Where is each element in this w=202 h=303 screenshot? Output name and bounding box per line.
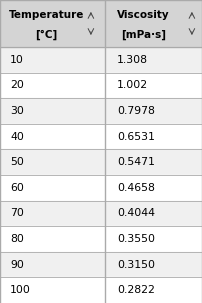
Text: Temperature: Temperature [9, 10, 84, 20]
Text: 20: 20 [10, 80, 24, 90]
Bar [0, 201, 202, 226]
Bar [0, 0, 202, 47]
Text: 0.6531: 0.6531 [117, 132, 155, 142]
Text: 40: 40 [10, 132, 24, 142]
Text: 0.3550: 0.3550 [117, 234, 155, 244]
Text: 1.002: 1.002 [117, 80, 148, 90]
Text: 90: 90 [10, 260, 24, 270]
Text: Viscosity: Viscosity [117, 10, 170, 20]
Bar [0, 124, 202, 149]
Text: 0.4658: 0.4658 [117, 183, 155, 193]
Text: 0.2822: 0.2822 [117, 285, 155, 295]
Bar [0, 47, 202, 73]
Text: 70: 70 [10, 208, 24, 218]
Text: 50: 50 [10, 157, 24, 167]
Text: 1.308: 1.308 [117, 55, 148, 65]
Bar [0, 226, 202, 252]
Text: [°C]: [°C] [35, 30, 58, 40]
Text: 0.3150: 0.3150 [117, 260, 155, 270]
Bar [0, 252, 202, 278]
Bar [0, 149, 202, 175]
Text: 10: 10 [10, 55, 24, 65]
Text: [mPa·s]: [mPa·s] [121, 30, 166, 40]
Text: 80: 80 [10, 234, 24, 244]
Bar [0, 175, 202, 201]
Text: 30: 30 [10, 106, 24, 116]
Bar [0, 98, 202, 124]
Bar [0, 278, 202, 303]
Text: 100: 100 [10, 285, 31, 295]
Text: 60: 60 [10, 183, 24, 193]
Text: 0.7978: 0.7978 [117, 106, 155, 116]
Text: 0.4044: 0.4044 [117, 208, 155, 218]
Text: 0.5471: 0.5471 [117, 157, 155, 167]
Bar [0, 73, 202, 98]
